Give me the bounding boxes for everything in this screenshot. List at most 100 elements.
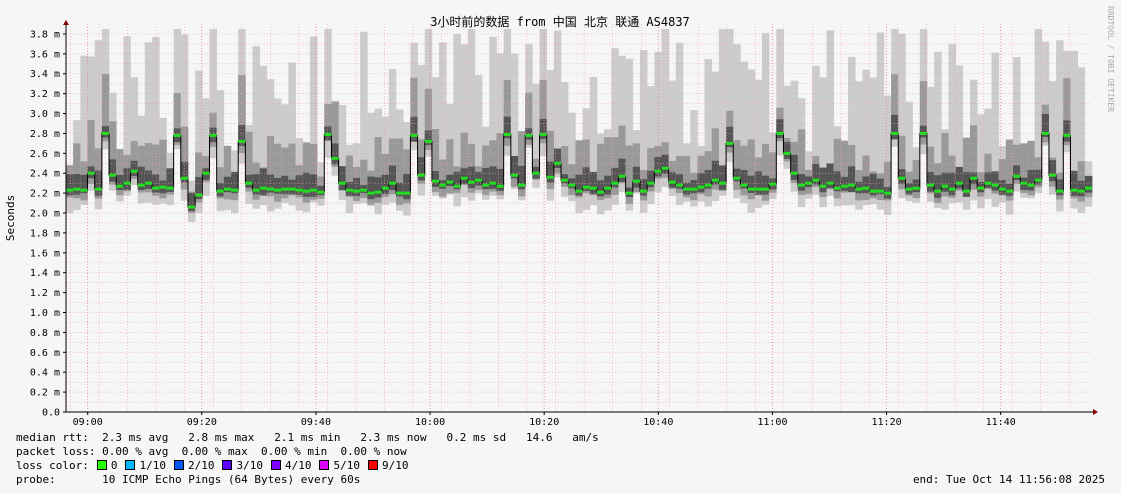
smoke-band-inner xyxy=(503,116,512,139)
smoke-band-inner xyxy=(410,116,418,142)
smoke-band-inner xyxy=(266,174,275,193)
smoke-band-inner xyxy=(116,174,124,190)
smoke-band-inner xyxy=(783,141,791,159)
smoke-band-outer xyxy=(977,114,985,209)
smoke-band-mid xyxy=(582,139,591,194)
smoke-band-outer xyxy=(338,105,347,201)
smoke-band-mid xyxy=(561,146,569,187)
smoke-band-inner xyxy=(123,168,131,190)
smoke-band-inner xyxy=(962,171,971,197)
smoke-band-mid xyxy=(711,128,720,190)
smoke-band-inner xyxy=(718,165,727,190)
smoke-band-mid xyxy=(489,140,497,192)
smoke-band-inner xyxy=(711,160,720,185)
smoke-band-outer xyxy=(905,101,913,202)
smoke-band-mid xyxy=(216,167,225,199)
smoke-band-inner xyxy=(1077,180,1086,197)
smoke-band-outer xyxy=(898,33,906,199)
smoke-band-mid xyxy=(159,139,167,199)
smoke-band-inner xyxy=(403,173,411,200)
smoke-band-outer xyxy=(661,28,669,187)
smoke-band-outer xyxy=(1070,50,1078,209)
smoke-band-mid xyxy=(797,129,806,196)
smoke-band-outer xyxy=(80,55,88,205)
x-tick-label: 10:00 xyxy=(415,417,445,428)
smoke-band-mid xyxy=(223,145,232,200)
smoke-band-outer xyxy=(754,79,763,208)
smoke-band-outer xyxy=(625,58,634,211)
smoke-band-inner xyxy=(1056,179,1064,196)
smoke-band-outer xyxy=(568,112,576,202)
smoke-band-inner xyxy=(396,182,404,197)
smoke-band-inner xyxy=(137,166,146,190)
smoke-band-mid xyxy=(1005,139,1014,201)
smoke-band-outer xyxy=(611,48,619,205)
smoke-band-inner xyxy=(1063,120,1071,142)
smoke-band-inner xyxy=(840,176,849,191)
smoke-band-mid xyxy=(625,145,634,205)
smoke-band-inner xyxy=(474,171,483,186)
smoke-band-mid xyxy=(1063,78,1071,146)
smoke-band-inner xyxy=(790,154,799,180)
smoke-band-outer xyxy=(360,31,368,203)
smoke-band-inner xyxy=(482,168,490,190)
loss-color-swatch xyxy=(96,460,107,470)
y-tick-label: 3.8 m xyxy=(30,29,60,40)
smoke-band-inner xyxy=(252,174,261,195)
y-tick-label: 1.4 m xyxy=(30,268,60,279)
smoke-band-mid xyxy=(733,140,741,190)
smoke-band-inner xyxy=(223,176,232,193)
smoke-band-mid xyxy=(747,139,756,200)
loss-color-label: loss color: xyxy=(16,459,89,472)
loss-color-swatch xyxy=(173,460,184,470)
smoke-band-inner xyxy=(926,171,935,192)
smoke-band-inner xyxy=(690,180,698,194)
smoke-band-outer xyxy=(173,28,182,150)
smoke-band-outer xyxy=(991,52,1000,207)
loss-color-label-item: 9/10 xyxy=(381,459,409,472)
smoke-band-mid xyxy=(525,92,533,145)
smoke-band-outer xyxy=(202,98,210,196)
smoke-band-mid xyxy=(503,79,512,146)
smoke-band-mid xyxy=(604,137,612,199)
smoke-band-inner xyxy=(317,185,325,196)
smoke-band-outer xyxy=(812,65,820,195)
smoke-band-outer xyxy=(926,86,935,202)
y-tick-label: 1.0 m xyxy=(30,308,60,319)
x-tick-label: 09:40 xyxy=(301,417,331,428)
smoke-band-inner xyxy=(331,143,339,165)
y-tick-label: 2.4 m xyxy=(30,169,60,180)
smoke-band-outer xyxy=(776,28,784,156)
smoke-band-mid xyxy=(331,101,339,167)
smoke-band-inner xyxy=(166,168,174,193)
smoke-band-inner xyxy=(948,172,956,196)
smoke-band-mid xyxy=(460,132,469,185)
smoke-band-inner xyxy=(898,169,906,184)
smoke-band-inner xyxy=(919,125,928,138)
y-tick-label: 1.6 m xyxy=(30,248,60,259)
smoke-band-inner xyxy=(654,157,662,177)
smoke-band-inner xyxy=(747,175,756,194)
smoke-band-outer xyxy=(883,95,892,215)
smoke-band-outer xyxy=(144,42,153,203)
smoke-band-inner xyxy=(776,119,784,139)
smoke-band-inner xyxy=(934,175,942,198)
smoke-band-inner xyxy=(309,174,318,197)
y-tick-label: 3.4 m xyxy=(30,69,60,80)
smoke-band-inner xyxy=(518,165,526,190)
smoke-band-outer xyxy=(718,28,727,196)
loss-color-swatch xyxy=(367,460,378,470)
y-tick-label: 0.4 m xyxy=(30,368,60,379)
smoke-band-mid xyxy=(374,137,382,203)
smoke-band-mid xyxy=(324,103,332,142)
smoke-band-inner xyxy=(453,171,461,190)
smoke-band-outer xyxy=(252,46,261,209)
smoke-band-mid xyxy=(446,139,454,194)
smoke-band-mid xyxy=(539,79,548,144)
smoke-band-outer xyxy=(704,59,713,207)
smoke-band-inner xyxy=(855,181,863,194)
smokeping-chart: 0.0 0.2 m 0.4 m 0.6 m 0.8 m 1.0 m 1.2 m 1.4 m 1.… xyxy=(4,6,1115,428)
smoke-band-inner xyxy=(740,170,748,189)
smoke-band-outer xyxy=(1056,40,1064,212)
smoke-band-inner xyxy=(101,126,110,138)
